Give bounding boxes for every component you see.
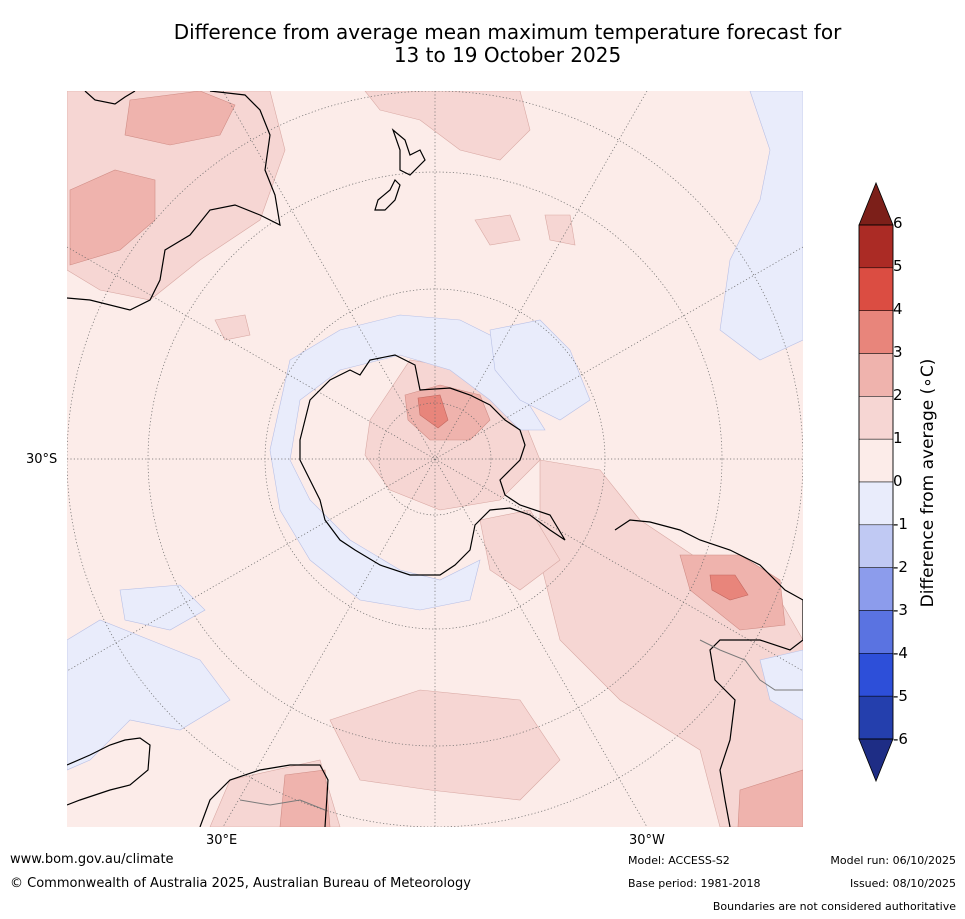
colorbar-tick: 6 bbox=[893, 214, 903, 232]
colorbar-tick: -2 bbox=[893, 558, 908, 576]
colorbar-under-arrow bbox=[858, 738, 894, 783]
graticule-meridian-60 bbox=[67, 246, 803, 672]
anomaly-region-cool-north-pacific bbox=[719, 91, 803, 361]
coastline-south-america bbox=[614, 519, 803, 827]
lat-label-30s: 30°S bbox=[26, 452, 58, 467]
anomaly-region-cool-south-indian bbox=[119, 584, 206, 631]
colorbar-bin bbox=[858, 524, 894, 568]
footer-issued: Issued: 08/10/2025 bbox=[849, 877, 956, 890]
colorbar-bin bbox=[858, 610, 894, 654]
colorbar-bin bbox=[858, 267, 894, 311]
border-southern-africa bbox=[239, 799, 326, 811]
colorbar-tick: -5 bbox=[893, 687, 908, 705]
anomaly-region-cool-east-pacific bbox=[489, 319, 591, 421]
coastline-australia-north bbox=[84, 91, 136, 105]
anomaly-region-indian-ocean bbox=[329, 689, 561, 801]
colorbar-bin bbox=[858, 567, 894, 611]
footer-model: Model: ACCESS-S2 bbox=[628, 854, 730, 867]
colorbar-tick: 1 bbox=[893, 429, 903, 447]
colorbar-tick: 4 bbox=[893, 300, 903, 318]
graticule-lat-circle-45s bbox=[147, 171, 723, 747]
colorbar-bin bbox=[858, 224, 894, 269]
colorbar-tick: 5 bbox=[893, 257, 903, 275]
colorbar-tick: 0 bbox=[893, 472, 903, 490]
graticule-meridian-150 bbox=[222, 91, 648, 827]
coastline-new-zealand-south bbox=[374, 178, 401, 211]
chart-title: Difference from average mean maximum tem… bbox=[100, 21, 915, 67]
lon-label-30w: 30°W bbox=[629, 833, 665, 848]
anomaly-region-small-2 bbox=[544, 214, 576, 246]
anomaly-region-warm-australia-north bbox=[124, 91, 236, 146]
footer-model-run: Model run: 06/10/2025 bbox=[830, 854, 956, 867]
title-line-1: Difference from average mean maximum tem… bbox=[173, 20, 842, 44]
colorbar-tick: -3 bbox=[893, 601, 908, 619]
anomaly-region-south-atlantic bbox=[539, 459, 803, 827]
colorbar bbox=[858, 181, 894, 783]
colorbar-bin bbox=[858, 653, 894, 697]
footer-disclaimer: Boundaries are not considered authoritat… bbox=[712, 900, 956, 913]
colorbar-bin bbox=[858, 310, 894, 354]
colorbar-bin bbox=[858, 695, 894, 740]
anomaly-region-hot-south-america bbox=[709, 574, 749, 601]
lon-label-30e: 30°E bbox=[206, 833, 238, 848]
colorbar-tick: -1 bbox=[893, 515, 908, 533]
anomaly-region-cool-south-america-east bbox=[759, 649, 803, 721]
colorbar-bin bbox=[858, 396, 894, 440]
colorbar-tick: 3 bbox=[893, 343, 903, 361]
coastline-southern-africa bbox=[199, 764, 329, 827]
colorbar-title: Difference from average (∘C) bbox=[918, 358, 938, 608]
title-line-2: 13 to 19 October 2025 bbox=[393, 43, 622, 67]
colorbar-bin bbox=[858, 353, 894, 397]
coastline-australia bbox=[67, 91, 281, 311]
colorbar-over-arrow bbox=[858, 181, 894, 226]
anomaly-region-warm-africa bbox=[279, 769, 331, 827]
colorbar-bin bbox=[858, 481, 894, 526]
coastline-madagascar-region bbox=[67, 737, 151, 806]
graticule-meridian-30 bbox=[222, 91, 648, 827]
anomaly-region-small-1 bbox=[474, 214, 521, 246]
footer-copyright: © Commonwealth of Australia 2025, Austra… bbox=[10, 876, 471, 891]
colorbar-tick: -4 bbox=[893, 644, 908, 662]
footer-base-period: Base period: 1981-2018 bbox=[628, 877, 761, 890]
border-south-america bbox=[699, 639, 803, 691]
graticule-lat-circle-80s bbox=[378, 402, 492, 516]
anomaly-region-warm-atlantic-south bbox=[737, 769, 803, 827]
anomaly-region-small-3 bbox=[214, 314, 251, 341]
footer-url: www.bom.gov.au/climate bbox=[10, 852, 174, 867]
coastline-new-zealand-north bbox=[391, 128, 426, 176]
colorbar-bin bbox=[858, 438, 894, 483]
anomaly-region-cool-indian-ocean bbox=[67, 619, 231, 771]
colorbar-tick: 2 bbox=[893, 386, 903, 404]
colorbar-frame bbox=[858, 224, 894, 740]
anomaly-region-pacific-north bbox=[364, 91, 531, 161]
graticule-meridian-120 bbox=[67, 246, 803, 672]
coastline-antarctica bbox=[299, 354, 566, 576]
colorbar-tick: -6 bbox=[893, 730, 908, 748]
